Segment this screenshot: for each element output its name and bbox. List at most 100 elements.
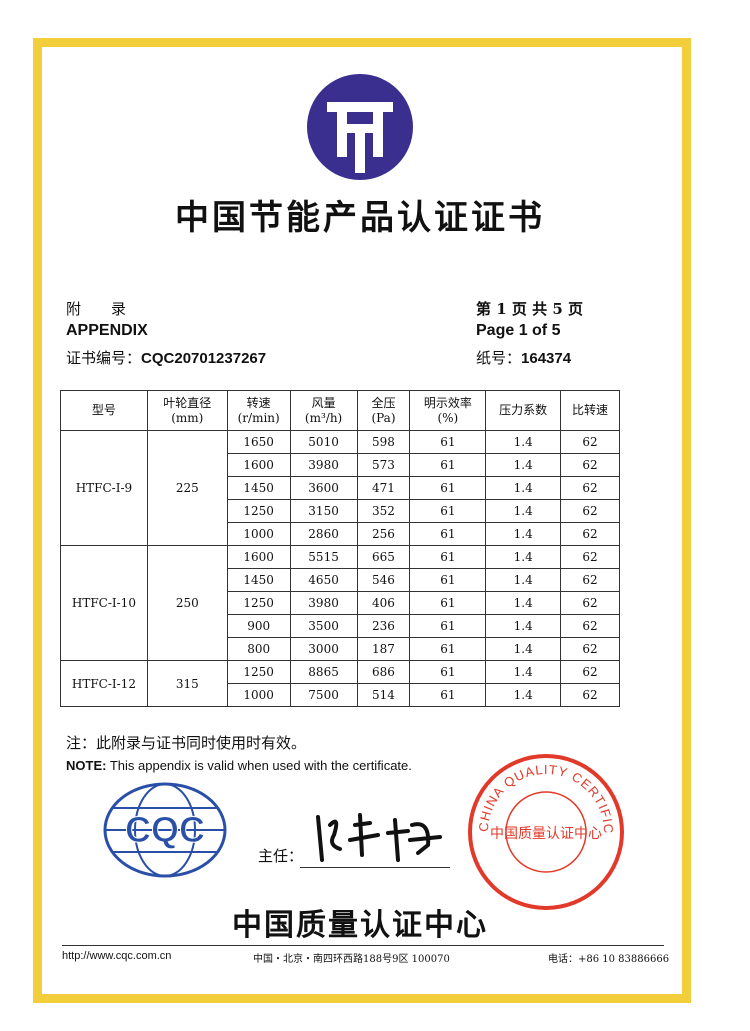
paper-number: 纸号：164374 bbox=[476, 347, 571, 368]
table-cell: 3980 bbox=[289, 591, 358, 615]
table-row: 1600 3980 573 61 1.4 62 bbox=[61, 453, 620, 477]
table-cell: 1250 bbox=[226, 591, 291, 615]
note-en: NOTE: This appendix is valid when used w… bbox=[66, 758, 412, 773]
table-cell: 61 bbox=[409, 430, 487, 454]
table-cell: 1000 bbox=[226, 522, 291, 546]
paper-number-value: 164374 bbox=[521, 350, 572, 367]
table-cell: 1.4 bbox=[485, 430, 562, 454]
table-cell: 3500 bbox=[289, 614, 358, 638]
diameter-cell: 250 bbox=[146, 545, 228, 661]
table-cell: 800 bbox=[226, 637, 291, 661]
table-cell: 4650 bbox=[289, 568, 358, 592]
table-cell: 1650 bbox=[226, 430, 291, 454]
table-cell: 62 bbox=[560, 683, 620, 707]
table-cell: 352 bbox=[356, 499, 411, 523]
model-cell: HTFC-I-10 bbox=[60, 545, 148, 661]
table-cell: 3000 bbox=[289, 637, 358, 661]
table-cell: 61 bbox=[409, 637, 487, 661]
diameter-cell: 225 bbox=[146, 430, 228, 546]
table-cell: 1.4 bbox=[485, 637, 562, 661]
cqc-logo: CQC bbox=[103, 782, 227, 878]
table-cell: 1.4 bbox=[485, 453, 562, 477]
table-cell: 62 bbox=[560, 522, 620, 546]
cert-number-value: CQC20701237267 bbox=[141, 350, 267, 367]
footer-address: 中国・北京・南四环西路188号9区 100070 bbox=[253, 954, 450, 965]
column-header: 叶轮直径 (mm) bbox=[146, 390, 228, 431]
table-cell: 61 bbox=[409, 476, 487, 500]
table-cell: 1.4 bbox=[485, 545, 562, 569]
table-cell: 61 bbox=[409, 453, 487, 477]
table-row: HTFC-I-9 225 1650 5010 598 61 1.4 62 bbox=[60, 430, 620, 546]
table-cell: 1.4 bbox=[485, 591, 562, 615]
cert-number: 证书编号：CQC20701237267 bbox=[66, 347, 266, 368]
model-cell: HTFC-I-12 bbox=[60, 660, 148, 707]
cqc-logo-text: CQC bbox=[125, 809, 205, 850]
table-cell: 546 bbox=[356, 568, 411, 592]
column-header: 明示效率 (%) bbox=[409, 390, 487, 431]
table-cell: 62 bbox=[560, 430, 620, 454]
table-row: 1250 3980 406 61 1.4 62 bbox=[61, 591, 620, 615]
table-cell: 1600 bbox=[226, 453, 291, 477]
column-header: 型号 bbox=[60, 390, 148, 431]
table-row: 1000 7500 514 61 1.4 62 bbox=[61, 683, 620, 707]
column-header: 比转速 bbox=[560, 390, 620, 431]
table-cell: 5515 bbox=[289, 545, 358, 569]
model-cell: HTFC-I-9 bbox=[60, 430, 148, 546]
signature-image bbox=[316, 813, 442, 862]
page-en: Page 1 of 5 bbox=[476, 322, 561, 339]
table-cell: 1.4 bbox=[485, 568, 562, 592]
table-cell: 3150 bbox=[289, 499, 358, 523]
table-cell: 471 bbox=[356, 476, 411, 500]
official-stamp: CHINA QUALITY CERTIFICATION CENTRE 中国质量认… bbox=[466, 752, 624, 910]
footer-divider bbox=[62, 945, 664, 946]
column-header: 压力系数 bbox=[485, 390, 562, 431]
table-cell: 236 bbox=[356, 614, 411, 638]
table-cell: 61 bbox=[409, 568, 487, 592]
table-cell: 62 bbox=[560, 614, 620, 638]
footer-url[interactable]: http://www.cqc.com.cn bbox=[62, 950, 172, 962]
table-cell: 1250 bbox=[226, 660, 291, 684]
table-cell: 62 bbox=[560, 591, 620, 615]
table-cell: 1250 bbox=[226, 499, 291, 523]
appendix-table: 型号 叶轮直径 (mm) 转速 (r/min) 风量 (m³/h) 全压 (Pa) 明示效… bbox=[60, 390, 620, 707]
table-cell: 5010 bbox=[289, 430, 358, 454]
paper-number-label: 纸号： bbox=[476, 349, 522, 367]
table-cell: 900 bbox=[226, 614, 291, 638]
table-row: 1450 3600 471 61 1.4 62 bbox=[61, 476, 620, 500]
table-cell: 1450 bbox=[226, 568, 291, 592]
table-cell: 3980 bbox=[289, 453, 358, 477]
column-header: 全压 (Pa) bbox=[356, 390, 411, 431]
table-cell: 1.4 bbox=[485, 476, 562, 500]
appendix-cn: 附 录 bbox=[66, 300, 127, 318]
table-cell: 2860 bbox=[289, 522, 358, 546]
cert-number-label: 证书编号： bbox=[66, 349, 142, 367]
table-cell: 62 bbox=[560, 499, 620, 523]
table-cell: 187 bbox=[356, 637, 411, 661]
table-cell: 62 bbox=[560, 476, 620, 500]
stamp-text-en: CHINA QUALITY CERTIFICATION CENTRE bbox=[466, 752, 615, 835]
table-cell: 1.4 bbox=[485, 522, 562, 546]
diameter-cell: 315 bbox=[146, 660, 228, 707]
page-cn: 第 1 页 共 5 页 bbox=[476, 300, 583, 318]
column-header: 转速 (r/min) bbox=[226, 390, 291, 431]
table-cell: 62 bbox=[560, 545, 620, 569]
stamp-text-cn: 中国质量认证中心 bbox=[490, 826, 602, 842]
table-cell: 61 bbox=[409, 660, 487, 684]
table-cell: 686 bbox=[356, 660, 411, 684]
table-cell: 1.4 bbox=[485, 660, 562, 684]
table-cell: 665 bbox=[356, 545, 411, 569]
certificate-border bbox=[33, 38, 691, 1003]
table-cell: 61 bbox=[409, 522, 487, 546]
note-text: This appendix is valid when used with th… bbox=[106, 758, 412, 773]
table-row: 1250 3150 352 61 1.4 62 bbox=[61, 499, 620, 523]
column-header: 风量 (m³/h) bbox=[289, 390, 358, 431]
table-cell: 61 bbox=[409, 545, 487, 569]
table-cell: 62 bbox=[560, 637, 620, 661]
table-cell: 1.4 bbox=[485, 614, 562, 638]
note-label: NOTE: bbox=[66, 758, 107, 773]
table-cell: 61 bbox=[409, 499, 487, 523]
table-cell: 8865 bbox=[289, 660, 358, 684]
table-row: HTFC-I-10 250 1600 5515 665 61 1.4 62 bbox=[60, 545, 620, 661]
table-cell: 61 bbox=[409, 591, 487, 615]
note-cn: 注：此附录与证书同时使用时有效。 bbox=[66, 734, 307, 752]
